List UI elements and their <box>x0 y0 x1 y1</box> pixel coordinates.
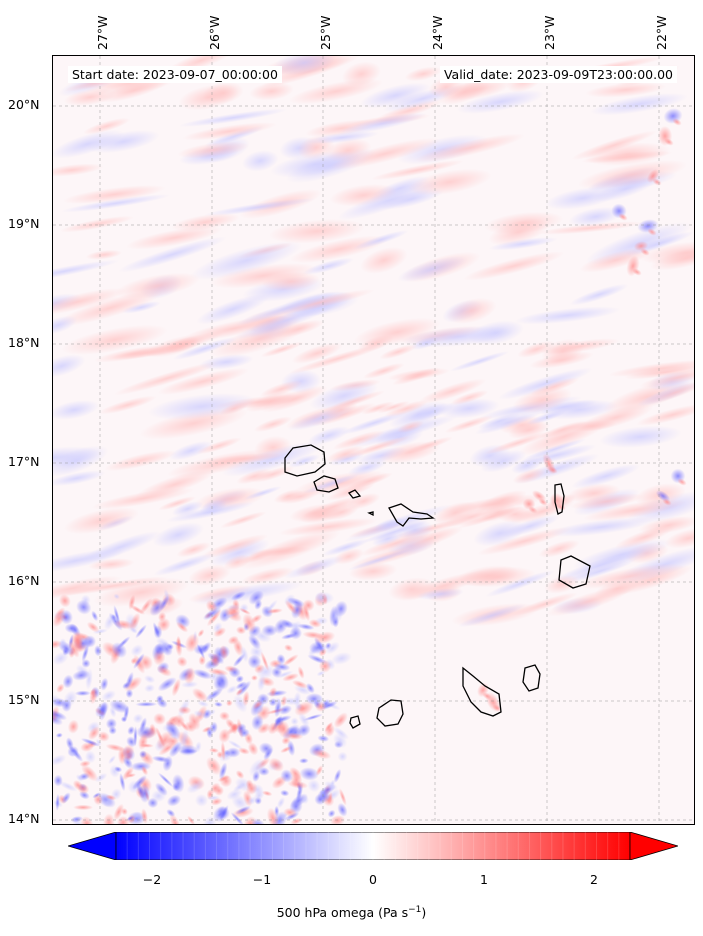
lat-label-19n: 19°N <box>8 216 40 231</box>
island-coastlines <box>284 444 591 729</box>
colorbar-extend-min <box>68 832 117 860</box>
island-sao-vicente <box>313 475 339 493</box>
island-boa-vista <box>558 555 591 589</box>
valid-date-label: Valid_date: 2023-09-09T23:00:00.00 <box>439 66 677 83</box>
colorbar <box>68 832 678 860</box>
island-fogo <box>376 699 404 727</box>
lon-label-23w: 23°W <box>542 15 557 50</box>
colorbar-tick-minus2: −2 <box>142 872 162 887</box>
colorbar-body <box>115 832 631 860</box>
lon-label-22w: 22°W <box>654 15 669 50</box>
colorbar-tick-minus1: −1 <box>252 872 272 887</box>
colorbar-title-exponent: −1 <box>408 905 422 915</box>
lon-label-24w: 24°W <box>430 15 445 50</box>
omega-field-map <box>53 56 694 824</box>
lon-label-27w: 27°W <box>95 15 110 50</box>
colorbar-title-text: 500 hPa omega (Pa s <box>276 905 409 921</box>
colorbar-tick-1: 1 <box>480 872 488 887</box>
lat-label-15n: 15°N <box>8 692 40 707</box>
island-brava <box>349 715 361 729</box>
island-sao-nicolau <box>388 503 435 527</box>
colorbar-title-suffix: ) <box>421 905 427 921</box>
graticule-gridlines <box>53 56 694 824</box>
colorbar-extend-max <box>629 832 678 860</box>
colorbar-tick-0: 0 <box>369 872 377 887</box>
lon-label-26w: 26°W <box>207 15 222 50</box>
start-date-label: Start date: 2023-09-07_00:00:00 <box>68 66 282 83</box>
island-maio <box>522 664 541 692</box>
island-ilheu <box>367 511 374 517</box>
map-area <box>52 55 695 825</box>
lat-label-17n: 17°N <box>8 454 40 469</box>
lat-label-18n: 18°N <box>8 335 40 350</box>
lat-label-14n: 14°N <box>8 811 40 826</box>
colorbar-title: 500 hPa omega (Pa s−1) <box>0 905 703 920</box>
island-santa-luzia <box>347 489 362 499</box>
lat-label-20n: 20°N <box>8 97 40 112</box>
island-santo-antao <box>284 444 326 477</box>
lon-label-25w: 25°W <box>318 15 333 50</box>
island-santiago <box>462 666 502 717</box>
island-sal <box>554 483 565 515</box>
lat-label-16n: 16°N <box>8 573 40 588</box>
colorbar-tick-2: 2 <box>590 872 598 887</box>
